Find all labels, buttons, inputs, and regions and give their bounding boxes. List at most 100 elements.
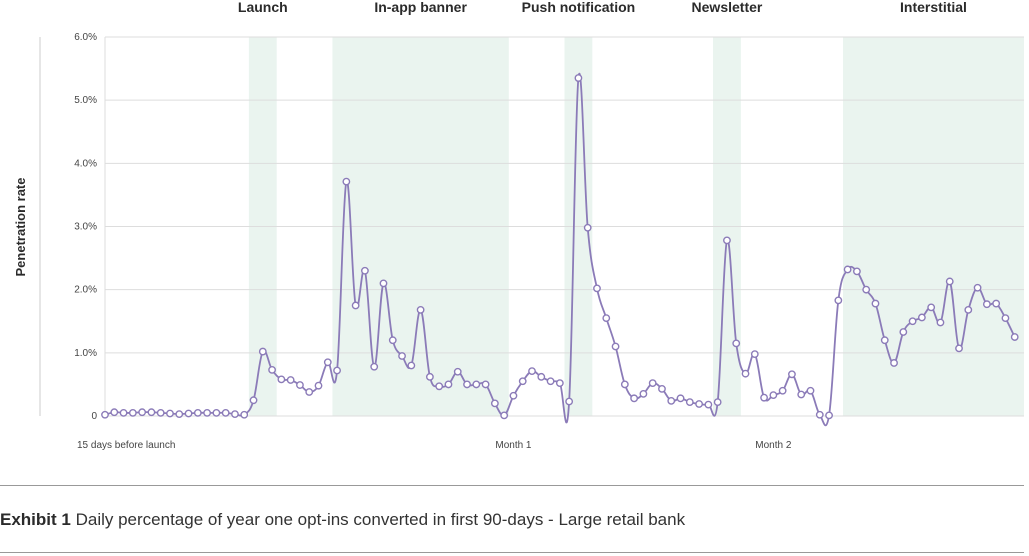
data-point-89 — [927, 303, 936, 312]
data-point-36 — [435, 382, 444, 391]
data-point-96 — [992, 299, 1001, 308]
data-point-8 — [175, 410, 184, 419]
caption-text: Daily percentage of year one opt-ins con… — [70, 510, 686, 529]
data-point-97 — [1001, 314, 1010, 322]
data-point-3 — [128, 408, 137, 417]
data-point-92 — [955, 344, 963, 353]
data-point-17 — [258, 347, 267, 356]
x-tick-label-1: Month 1 — [495, 440, 532, 451]
data-point-79 — [834, 296, 843, 305]
data-point-43 — [500, 411, 509, 420]
data-point-47 — [537, 372, 546, 381]
data-point-6 — [156, 408, 165, 417]
data-point-71 — [760, 393, 768, 402]
data-point-11 — [203, 408, 212, 417]
data-point-23 — [314, 381, 323, 390]
data-point-75 — [797, 390, 806, 399]
data-point-24 — [323, 358, 332, 367]
data-point-30 — [379, 279, 388, 288]
data-point-34 — [416, 305, 425, 314]
data-point-18 — [268, 365, 276, 374]
data-point-31 — [388, 336, 397, 345]
data-points — [101, 74, 1019, 420]
data-point-2 — [119, 408, 128, 417]
data-point-91 — [945, 277, 954, 286]
data-point-50 — [565, 397, 574, 406]
phase-labels: Launch In-app banner Push notification News… — [238, 0, 967, 15]
caption-top-rule — [0, 485, 1024, 486]
data-point-13 — [221, 408, 230, 417]
data-point-56 — [620, 380, 629, 389]
data-point-32 — [398, 352, 406, 360]
data-point-95 — [982, 300, 991, 309]
data-point-83 — [871, 299, 880, 308]
data-point-87 — [908, 317, 917, 326]
data-point-85 — [890, 359, 898, 367]
data-point-26 — [342, 177, 351, 186]
data-point-62 — [676, 394, 685, 403]
y-tick-label-6: 6.0% — [74, 32, 97, 43]
phase-label-0: Launch — [238, 0, 288, 15]
data-point-40 — [472, 380, 481, 389]
data-point-59 — [648, 379, 657, 388]
y-tick-label-3: 3.0% — [74, 222, 97, 233]
data-point-21 — [296, 381, 304, 389]
caption-prefix: Exhibit 1 — [0, 510, 71, 529]
data-point-35 — [425, 372, 434, 381]
data-point-7 — [166, 409, 174, 418]
data-point-72 — [769, 391, 778, 400]
data-point-39 — [463, 380, 471, 389]
data-point-15 — [240, 410, 249, 419]
y-tick-label-2: 2.0% — [74, 285, 97, 296]
y-tick-label-5: 5.0% — [74, 95, 97, 106]
phase-label-1: In-app banner — [374, 0, 467, 15]
data-point-49 — [555, 379, 564, 388]
data-point-73 — [778, 386, 787, 395]
data-point-90 — [936, 318, 945, 327]
data-point-25 — [333, 366, 341, 375]
y-axis-label: Penetration rate — [13, 178, 28, 277]
data-point-74 — [788, 370, 796, 379]
data-point-46 — [528, 367, 536, 376]
phase-label-3: Newsletter — [692, 0, 763, 15]
data-point-14 — [231, 410, 239, 419]
data-point-45 — [518, 377, 527, 386]
data-point-33 — [407, 361, 416, 370]
data-point-27 — [351, 301, 360, 310]
data-point-9 — [184, 409, 193, 418]
data-point-68 — [732, 339, 741, 348]
x-tick-labels: 15 days before launch Month 1 Month 2 — [77, 440, 792, 451]
phase-label-2: Push notification — [522, 0, 636, 15]
data-point-64 — [695, 400, 704, 408]
data-point-4 — [138, 408, 147, 417]
data-point-29 — [370, 362, 379, 371]
data-point-70 — [750, 350, 759, 358]
data-point-12 — [212, 408, 221, 417]
data-point-57 — [630, 394, 639, 403]
x-tick-label-2: Month 2 — [755, 440, 792, 451]
data-point-20 — [286, 376, 295, 384]
data-point-22 — [305, 388, 314, 396]
data-point-67 — [723, 236, 731, 245]
data-point-38 — [453, 367, 462, 376]
x-tick-label-0: 15 days before launch — [77, 440, 175, 451]
data-point-76 — [806, 386, 815, 395]
data-point-16 — [249, 396, 258, 405]
data-point-55 — [611, 342, 620, 351]
data-point-10 — [193, 408, 202, 417]
phase-label-4: Interstitial — [900, 0, 967, 15]
caption-bottom-rule — [0, 552, 1024, 553]
line-chart: 0 1.0% 2.0% 3.0% 4.0% 5.0% 6.0% 15 days before… — [13, 0, 1024, 451]
data-point-44 — [509, 391, 518, 400]
data-point-41 — [481, 380, 490, 389]
data-point-66 — [713, 398, 722, 407]
y-tick-labels: 0 1.0% 2.0% 3.0% 4.0% 5.0% 6.0% — [74, 32, 97, 422]
data-point-28 — [361, 266, 369, 275]
data-point-51 — [574, 74, 583, 82]
data-point-58 — [639, 389, 648, 398]
data-point-81 — [853, 267, 861, 276]
data-point-88 — [917, 313, 926, 322]
y-tick-label-1: 1.0% — [74, 348, 97, 359]
data-point-53 — [593, 284, 601, 293]
data-point-42 — [490, 399, 499, 408]
